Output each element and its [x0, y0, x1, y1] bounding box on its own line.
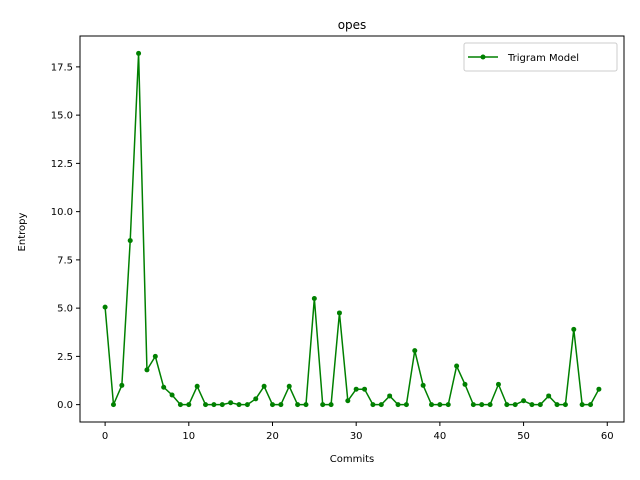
- data-point: [269, 402, 275, 408]
- data-point: [588, 402, 594, 408]
- x-tick-label: 30: [350, 431, 363, 442]
- data-point: [479, 402, 485, 408]
- data-point: [403, 402, 409, 408]
- y-tick-label: 2.5: [57, 352, 73, 363]
- data-point: [504, 402, 510, 408]
- data-point: [261, 383, 267, 389]
- data-point: [303, 402, 309, 408]
- data-point: [328, 402, 334, 408]
- data-point: [295, 402, 301, 408]
- series-layer: [102, 50, 602, 408]
- data-point: [512, 402, 518, 408]
- y-tick-label: 12.5: [51, 159, 73, 170]
- data-point: [596, 386, 602, 392]
- data-point: [362, 386, 368, 392]
- data-point: [462, 381, 468, 387]
- data-point: [169, 392, 175, 398]
- data-point: [119, 382, 125, 388]
- y-tick-label: 17.5: [51, 62, 73, 73]
- data-point: [454, 363, 460, 369]
- data-point: [186, 402, 192, 408]
- y-axis-label: Entropy: [17, 212, 28, 251]
- data-point: [353, 386, 359, 392]
- legend: Trigram Model: [463, 42, 618, 72]
- data-point: [244, 402, 250, 408]
- legend-label: Trigram Model: [507, 53, 579, 64]
- data-point: [546, 393, 552, 399]
- data-point: [370, 402, 376, 408]
- y-tick-label: 7.5: [57, 255, 73, 266]
- data-point: [102, 304, 108, 310]
- data-point: [378, 402, 384, 408]
- data-point: [228, 400, 234, 406]
- y-tick-label: 5.0: [57, 304, 73, 315]
- data-point: [211, 402, 217, 408]
- data-point: [203, 402, 209, 408]
- x-tick-label: 20: [266, 431, 279, 442]
- y-tick-label: 10.0: [51, 207, 73, 218]
- data-point: [345, 398, 351, 404]
- x-tick-label: 40: [434, 431, 447, 442]
- legend-marker-swatch: [480, 54, 486, 60]
- y-tick-label: 15.0: [51, 111, 73, 122]
- data-point: [521, 398, 527, 404]
- data-point: [387, 393, 393, 399]
- data-point: [395, 402, 401, 408]
- data-point: [554, 402, 560, 408]
- data-point: [420, 382, 426, 388]
- x-tick-label: 10: [182, 431, 195, 442]
- data-point: [136, 50, 142, 56]
- data-point: [152, 353, 158, 359]
- data-point: [127, 238, 133, 244]
- data-point: [144, 367, 150, 373]
- data-point: [236, 402, 242, 408]
- data-point: [529, 402, 535, 408]
- data-point: [311, 295, 317, 301]
- y-tick-label: 0.0: [57, 400, 73, 411]
- data-point: [177, 402, 183, 408]
- data-point: [429, 402, 435, 408]
- data-point: [219, 402, 225, 408]
- plot-frame: [79, 35, 625, 423]
- data-point: [110, 402, 116, 408]
- y-axis: 0.0 2.5 5.0 7.5 10.0 12.5 15.0 17.5: [51, 62, 80, 411]
- data-point: [537, 402, 543, 408]
- data-point: [487, 402, 493, 408]
- data-point: [320, 402, 326, 408]
- data-point: [286, 383, 292, 389]
- data-point: [161, 384, 167, 390]
- data-point: [253, 396, 259, 402]
- plot-area: [80, 36, 624, 422]
- data-point: [579, 402, 585, 408]
- data-point: [412, 348, 418, 354]
- legend-box: [463, 42, 618, 72]
- data-point: [278, 402, 284, 408]
- data-point: [445, 402, 451, 408]
- x-axis: 0 10 20 30 40 50 60: [102, 422, 614, 442]
- data-point: [194, 383, 200, 389]
- data-point: [562, 402, 568, 408]
- chart-title: opes: [338, 18, 367, 32]
- data-point: [437, 402, 443, 408]
- axes-layer: [79, 35, 625, 423]
- x-axis-label: Commits: [330, 454, 375, 465]
- x-tick-label: 50: [517, 431, 530, 442]
- data-point: [336, 310, 342, 316]
- data-point: [470, 402, 476, 408]
- data-point: [571, 326, 577, 332]
- x-tick-label: 60: [601, 431, 614, 442]
- data-point: [495, 381, 501, 387]
- x-tick-label: 0: [102, 431, 108, 442]
